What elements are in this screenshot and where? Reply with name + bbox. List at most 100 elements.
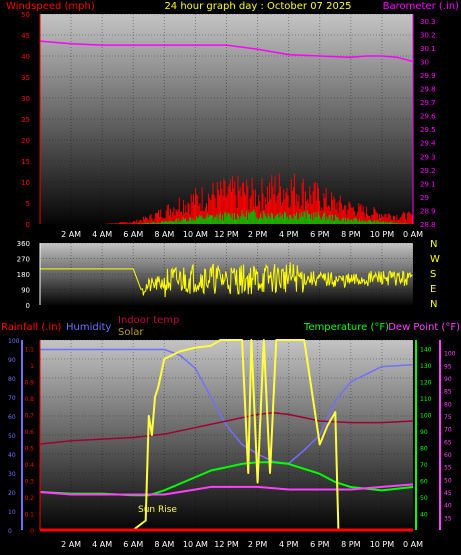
dew-tick-label: 90 (444, 376, 452, 383)
humidity-tick-label: 0 (8, 528, 12, 535)
humidity-tick-label: 70 (8, 395, 16, 402)
chart-title: 24 hour graph day : October 07 2025 (164, 1, 351, 12)
rain-tick-label: 0.1 (24, 511, 34, 518)
x-tick-label: 10 AM (183, 230, 208, 239)
temp-tick-label: 120 (420, 379, 432, 386)
sun-rise-annotation: Sun Rise (138, 505, 177, 515)
rainfall-label: Rainfall (.in) (1, 322, 62, 333)
indoor-temp-label: Indoor temp (118, 315, 179, 326)
x-tick-label: 8 PM (341, 540, 360, 549)
x-tick-label: 6 AM (123, 230, 143, 239)
right-tick-label: 29.9 (420, 72, 436, 80)
direction-tick-label: 90 (21, 287, 30, 295)
x-tick-label: 6 PM (310, 540, 329, 549)
rain-tick-label: 0.5 (24, 445, 34, 452)
right-tick-label: 29.3 (420, 153, 436, 161)
humidity-tick-label: 50 (8, 433, 16, 440)
dew-point-label: Dew Point (°F) (388, 322, 460, 333)
x-tick-label: 10 PM (370, 230, 395, 239)
rain-tick-label: 0.7 (24, 412, 34, 419)
x-tick-label: 4 PM (279, 230, 298, 239)
x-tick-label: 12 PM (214, 230, 239, 239)
x-tick-label: 0 AM (403, 230, 423, 239)
panel-climate-bg (40, 340, 413, 530)
temp-tick-label: 80 (420, 445, 428, 452)
left-axis-title: Windspeed (mph) (6, 1, 95, 12)
right-tick-label: 29.8 (420, 86, 436, 94)
rain-tick-label: 0 (30, 528, 34, 535)
axis-labels: 2 AM 4 AM 6 AM 8 AM 10 AM 12 PM 2 PM 4 PM 6 PM 8 … (8, 11, 456, 549)
x-tick-label: 8 AM (154, 540, 174, 549)
right-tick-label: 30.1 (420, 45, 436, 53)
humidity-tick-label: 30 (8, 471, 16, 478)
right-tick-label: 29.2 (420, 167, 436, 175)
temp-tick-label: 140 (420, 346, 432, 353)
right-tick-label: 28.9 (420, 207, 436, 215)
left-tick-label: 50 (21, 11, 30, 19)
right-tick-label: 29.1 (420, 180, 436, 188)
x-tick-label: 12 PM (214, 540, 239, 549)
humidity-label: Humidity (66, 322, 111, 333)
right-axis-title: Barometer (.in) (383, 1, 459, 12)
rain-tick-label: 0.6 (24, 429, 34, 436)
left-tick-label: 5 (26, 200, 30, 208)
dew-tick-label: 85 (444, 389, 452, 396)
right-tick-label: 30 (420, 58, 429, 66)
direction-tick-label: 180 (17, 271, 30, 279)
x-tick-label: 6 PM (310, 230, 329, 239)
x-tick-label: 2 PM (248, 230, 267, 239)
x-tick-label: 8 AM (154, 230, 174, 239)
rain-tick-label: 0.2 (24, 495, 34, 502)
series-wind-direction (40, 262, 413, 298)
dew-tick-label: 40 (444, 503, 452, 510)
temp-tick-label: 50 (420, 495, 428, 502)
dew-tick-label: 75 (444, 414, 452, 421)
rain-tick-label: 0.8 (24, 396, 34, 403)
temp-tick-label: 100 (420, 412, 432, 419)
series-wind-gust (136, 209, 409, 224)
x-tick-label: 8 PM (341, 230, 360, 239)
left-tick-label: 0 (26, 221, 30, 229)
humidity-tick-label: 90 (8, 357, 16, 364)
dew-tick-label: 60 (444, 452, 452, 459)
x-tick-label: 0 AM (403, 540, 423, 549)
right-tick-label: 29.4 (420, 140, 436, 148)
series-humidity (40, 348, 414, 465)
direction-tick-label: 270 (17, 256, 30, 264)
dew-tick-label: 70 (444, 427, 452, 434)
right-tick-label: 28.8 (420, 221, 436, 229)
left-tick-label: 25 (21, 116, 30, 124)
right-tick-label: 30.2 (420, 31, 436, 39)
left-tick-label: 45 (21, 32, 30, 40)
dew-tick-label: 95 (444, 363, 452, 370)
dew-tick-label: 100 (444, 351, 456, 358)
compass-label: S (430, 269, 436, 280)
temp-tick-label: 70 (420, 462, 428, 469)
dew-tick-label: 65 (444, 439, 452, 446)
panel-wind-bg (40, 14, 413, 224)
x-tick-label: 4 PM (279, 540, 298, 549)
humidity-tick-label: 80 (8, 376, 16, 383)
rain-tick-label: 0.9 (24, 379, 34, 386)
humidity-tick-label: 100 (8, 338, 20, 345)
x-tick-label: 2 PM (248, 540, 267, 549)
right-tick-label: 30.3 (420, 18, 436, 26)
rain-tick-label: 0.4 (24, 462, 34, 469)
left-tick-label: 35 (21, 74, 30, 82)
dew-tick-label: 55 (444, 465, 452, 472)
solar-label: Solar (118, 327, 144, 338)
temp-tick-label: 90 (420, 429, 428, 436)
compass-label: E (430, 284, 436, 295)
humidity-tick-label: 10 (8, 509, 16, 516)
left-tick-label: 20 (21, 137, 30, 145)
series-indoor-temp (39, 411, 414, 445)
x-tick-label: 2 AM (61, 230, 81, 239)
series-barometer (39, 40, 414, 63)
x-tick-label: 4 AM (92, 540, 112, 549)
dew-tick-label: 50 (444, 477, 452, 484)
x-tick-label: 10 AM (183, 540, 208, 549)
x-tick-label: 6 AM (123, 540, 143, 549)
temperature-label: Temperature (°F) (303, 322, 389, 333)
direction-tick-label: 360 (17, 240, 30, 248)
